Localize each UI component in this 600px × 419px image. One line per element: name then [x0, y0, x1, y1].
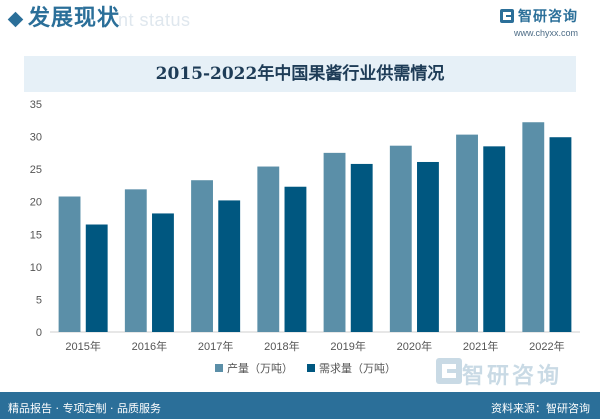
x-tick-label: 2021年: [463, 339, 498, 353]
bar-demand: [350, 163, 373, 332]
y-tick-label: 0: [36, 327, 42, 339]
footer: 精品报告 · 专项定制 · 品质服务 资料来源：智研咨询: [0, 392, 600, 419]
watermark-logo-icon: [436, 358, 462, 384]
bar-demand: [284, 186, 307, 332]
bar-production: [456, 134, 478, 332]
section-title: 发展现状: [28, 6, 121, 31]
bar-chart: 0 5 10 15 20 25 30 35 2015年 2016年 2017年 2018年 2019年 2…: [30, 99, 580, 375]
legend-swatch: [215, 364, 223, 372]
y-tick-label: 25: [30, 164, 42, 176]
bar-production: [389, 145, 412, 332]
y-tick-label: 20: [30, 197, 42, 209]
bar-production: [323, 152, 346, 332]
diamond-icon: [7, 11, 24, 28]
bar-production: [191, 180, 213, 332]
legend-label: 需求量（万吨）: [319, 362, 396, 375]
bar-demand: [218, 200, 241, 332]
watermark-text: 智研咨询: [461, 364, 562, 389]
bar-demand: [85, 224, 108, 332]
brand-logo-icon: [500, 9, 514, 23]
section-subtitle: nt status: [118, 10, 191, 30]
y-tick-label: 15: [30, 229, 42, 241]
footer-source: 资料来源：智研咨询: [491, 402, 590, 415]
brand-url: www.chyxx.com: [513, 28, 578, 38]
x-tick-label: 2017年: [198, 339, 233, 353]
bar-demand: [417, 161, 439, 332]
x-tick-label: 2022年: [529, 339, 564, 353]
brand: 智研咨询: [500, 6, 578, 26]
legend-swatch: [307, 364, 315, 372]
x-tick-label: 2020年: [397, 339, 432, 353]
y-tick-label: 5: [36, 294, 42, 306]
x-tick-label: 2019年: [330, 339, 365, 353]
y-tick-label: 10: [30, 262, 42, 274]
bar-production: [124, 189, 147, 332]
title-band: [24, 56, 576, 92]
x-tick-label: 2018年: [264, 339, 299, 353]
x-tick-label: 2016年: [132, 339, 167, 353]
header: 发展现状 nt status 智研咨询 www.chyxx.com: [0, 0, 600, 44]
bar-demand: [483, 146, 506, 332]
chart-title: 2015-2022年中国果酱行业供需情况: [155, 64, 445, 84]
footer-tagline: 精品报告 · 专项定制 · 品质服务: [8, 402, 161, 415]
bar-production: [257, 166, 280, 332]
bar-production: [522, 122, 545, 333]
bar-demand: [549, 137, 572, 332]
y-tick-label: 30: [30, 132, 42, 144]
x-tick-label: 2015年: [65, 339, 100, 353]
y-tick-label: 35: [30, 99, 42, 111]
brand-name: 智研咨询: [518, 9, 578, 25]
bar-demand: [152, 213, 174, 332]
legend-label: 产量（万吨）: [227, 361, 293, 375]
bar-production: [58, 196, 81, 332]
